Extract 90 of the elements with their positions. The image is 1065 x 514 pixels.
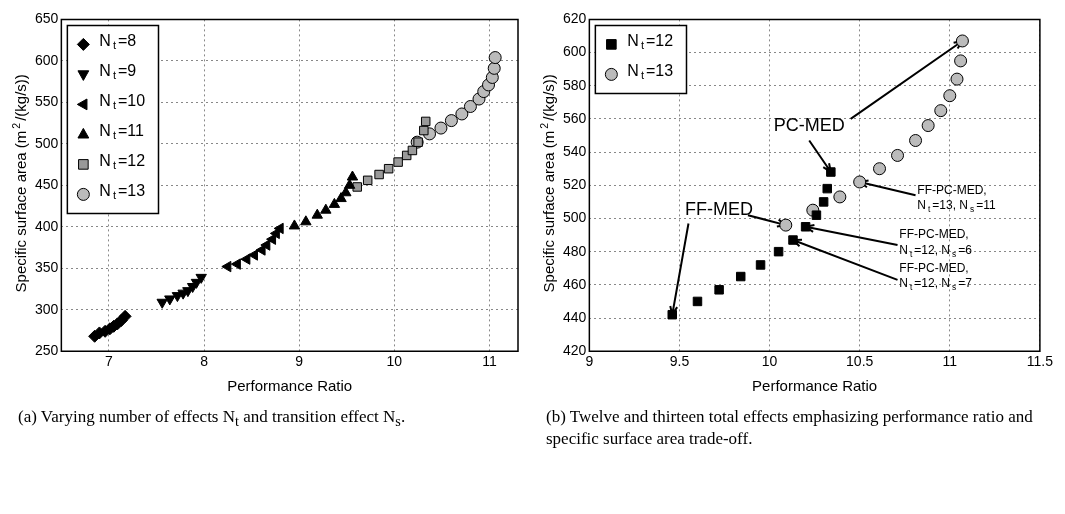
point — [950, 72, 964, 86]
y-tick-label: 600 — [35, 51, 59, 68]
y-tick-label: 450 — [35, 176, 59, 193]
point — [221, 260, 232, 273]
x-axis-title: Performance Ratio — [752, 377, 878, 395]
annotation: PC-MED — [773, 114, 845, 135]
point — [393, 157, 403, 167]
point — [300, 215, 312, 226]
point — [444, 114, 458, 128]
x-tick-label: 9.5 — [669, 353, 690, 370]
point — [420, 116, 431, 127]
point — [954, 54, 968, 68]
point — [419, 125, 429, 136]
point — [383, 163, 394, 174]
point — [488, 51, 502, 65]
point — [934, 104, 948, 118]
y-tick-label: 600 — [563, 43, 587, 60]
point — [374, 169, 384, 180]
point — [773, 246, 784, 257]
point — [362, 175, 373, 186]
x-tick-label: 11 — [942, 353, 958, 370]
point — [826, 167, 836, 177]
x-tick-label: 11.5 — [1026, 353, 1054, 370]
y-tick-label: 480 — [563, 242, 587, 259]
point — [273, 222, 284, 235]
y-tick-label: 400 — [35, 217, 59, 234]
x-tick-label: 8 — [200, 353, 209, 370]
y-axis-title: Specific surface area (m2/(kg/s)) — [537, 74, 558, 293]
x-tick-label: 11 — [482, 353, 497, 370]
point — [463, 100, 477, 113]
point — [260, 239, 271, 251]
annotation: FF-MED — [685, 199, 754, 220]
point — [909, 134, 923, 148]
text: (b) Twelve and thirteen total effects emphasizing performance ratio and specific surface area trade-off. — [545, 406, 1034, 451]
point — [714, 285, 724, 295]
x-tick-label: 7 — [105, 353, 114, 370]
point — [833, 190, 847, 204]
point — [853, 175, 867, 189]
point — [434, 121, 448, 135]
point — [455, 107, 469, 121]
y-tick-label: 420 — [563, 342, 587, 359]
point — [873, 162, 886, 176]
point — [320, 203, 332, 214]
y-tick-label: 500 — [563, 209, 587, 226]
point — [692, 296, 703, 307]
text: (a) Varying number of effects N$_{t}$ and transition effect N$_{s}$. — [17, 406, 407, 431]
y-tick-label: 650 — [35, 10, 59, 27]
y-axis-title: Specific surface area (m2/(kg/s)) — [9, 74, 30, 293]
point — [156, 298, 168, 309]
x-tick-label: 10.5 — [846, 353, 874, 370]
point — [822, 183, 832, 194]
point — [247, 249, 258, 261]
x-tick-label: 9 — [585, 353, 594, 370]
y-tick-label: 500 — [35, 134, 59, 151]
point — [346, 170, 359, 181]
y-tick-label: 520 — [563, 176, 587, 193]
point — [800, 222, 811, 232]
y-tick-label: 550 — [35, 93, 59, 110]
point — [118, 309, 132, 323]
point — [736, 271, 746, 282]
x-axis-title: Performance Ratio — [227, 377, 353, 395]
point — [811, 210, 822, 220]
y-tick-label: 460 — [563, 275, 587, 292]
point — [755, 260, 766, 270]
point — [943, 89, 957, 103]
point — [487, 61, 501, 75]
y-tick-label: 350 — [35, 259, 59, 276]
point — [891, 148, 905, 162]
y-tick-label: 560 — [563, 109, 587, 126]
point — [195, 273, 207, 284]
x-tick-label: 9 — [295, 353, 304, 370]
point — [818, 197, 829, 207]
point — [921, 119, 935, 133]
point — [230, 258, 241, 270]
y-tick-label: 440 — [563, 308, 587, 325]
y-tick-label: 540 — [563, 142, 587, 159]
point — [328, 197, 341, 208]
x-tick-label: 10 — [761, 353, 778, 370]
y-tick-label: 620 — [563, 10, 587, 27]
point — [667, 309, 677, 320]
point — [311, 208, 323, 219]
x-tick-label: 10 — [386, 353, 403, 370]
y-tick-label: 580 — [563, 76, 587, 93]
y-tick-label: 250 — [35, 342, 59, 359]
point — [288, 219, 301, 230]
y-tick-label: 300 — [35, 300, 59, 317]
point — [788, 235, 798, 245]
point — [955, 34, 969, 48]
point — [164, 295, 176, 306]
point — [240, 253, 251, 265]
